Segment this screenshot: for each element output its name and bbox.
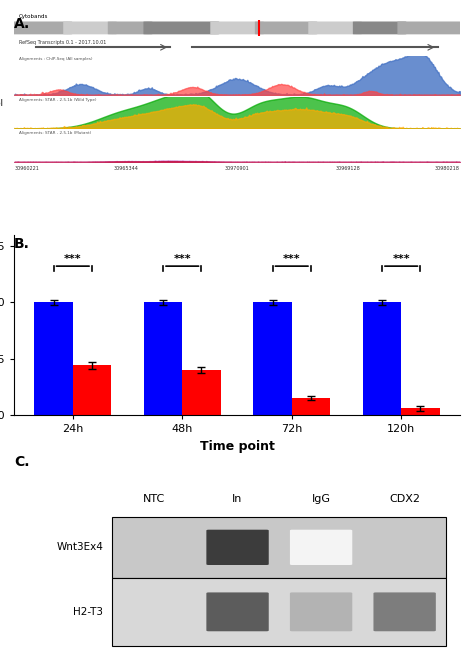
Text: Wnt3Ex4: Wnt3Ex4 <box>56 543 103 553</box>
Bar <box>35 302 73 415</box>
FancyBboxPatch shape <box>10 21 72 34</box>
FancyBboxPatch shape <box>255 21 317 34</box>
Text: 30970901: 30970901 <box>225 166 249 171</box>
Bar <box>254 302 292 415</box>
FancyBboxPatch shape <box>210 21 264 34</box>
Text: ***: *** <box>64 254 82 264</box>
Text: Alignments: STAR - 2.5.1b (Wild Type): Alignments: STAR - 2.5.1b (Wild Type) <box>18 98 96 102</box>
FancyBboxPatch shape <box>290 530 352 565</box>
Text: Cytobands: Cytobands <box>18 13 48 19</box>
Bar <box>401 408 439 415</box>
Bar <box>112 516 447 578</box>
Text: NTC: NTC <box>143 494 165 504</box>
FancyBboxPatch shape <box>353 21 406 34</box>
Bar <box>363 302 401 415</box>
Text: IgG: IgG <box>311 494 330 504</box>
Text: In: In <box>232 494 243 504</box>
Text: RefSeq Transcripts 0.1 - 2017.10.01: RefSeq Transcripts 0.1 - 2017.10.01 <box>18 40 106 45</box>
Text: CDX2: CDX2 <box>389 494 420 504</box>
Bar <box>182 370 220 415</box>
Bar <box>112 578 447 646</box>
FancyBboxPatch shape <box>206 593 269 632</box>
Text: 30965344: 30965344 <box>113 166 138 171</box>
Text: B.: B. <box>14 237 30 252</box>
Bar <box>73 365 111 415</box>
Text: 30969128: 30969128 <box>336 166 361 171</box>
Text: 30980218: 30980218 <box>435 166 460 171</box>
Text: ***: *** <box>283 254 301 264</box>
FancyBboxPatch shape <box>108 21 152 34</box>
Text: H2-T3: H2-T3 <box>73 607 103 617</box>
X-axis label: Time point: Time point <box>200 440 274 453</box>
FancyBboxPatch shape <box>206 530 269 565</box>
FancyBboxPatch shape <box>144 21 219 34</box>
FancyBboxPatch shape <box>308 21 362 34</box>
Text: A.: A. <box>14 17 30 31</box>
Bar <box>292 398 330 415</box>
FancyBboxPatch shape <box>63 21 117 34</box>
FancyBboxPatch shape <box>374 593 436 632</box>
Text: ***: *** <box>173 254 191 264</box>
Text: ***: *** <box>392 254 410 264</box>
Bar <box>144 302 182 415</box>
Text: 30960221: 30960221 <box>14 166 39 171</box>
Text: Alignments : ChIP-Seq (All samples): Alignments : ChIP-Seq (All samples) <box>18 56 92 60</box>
Text: C.: C. <box>14 455 30 469</box>
FancyBboxPatch shape <box>290 593 352 632</box>
FancyBboxPatch shape <box>397 21 464 34</box>
Text: RNA-seq Control: RNA-seq Control <box>0 98 3 108</box>
Text: Alignments: STAR - 2.5.1b (Mutant): Alignments: STAR - 2.5.1b (Mutant) <box>18 131 91 135</box>
